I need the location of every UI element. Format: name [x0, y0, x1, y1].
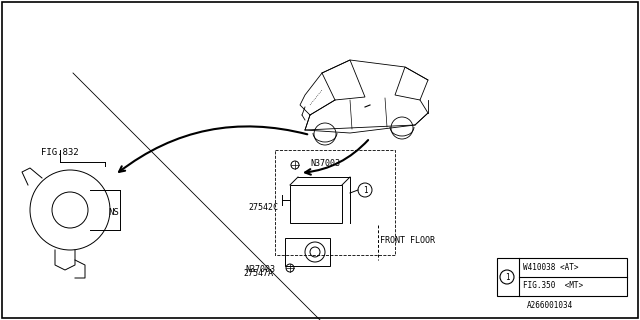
Text: 1: 1 — [363, 186, 367, 195]
Text: 27547A: 27547A — [243, 268, 273, 277]
Text: A266001034: A266001034 — [527, 301, 573, 310]
Text: W410038 <AT>: W410038 <AT> — [523, 263, 579, 273]
Text: NS: NS — [108, 207, 119, 217]
Text: FRONT FLOOR: FRONT FLOOR — [380, 236, 435, 244]
Text: 1: 1 — [505, 273, 509, 282]
Bar — [497, 258, 627, 296]
Bar — [275, 150, 395, 255]
Text: 27542C: 27542C — [248, 203, 278, 212]
Bar — [285, 238, 330, 266]
Text: N37003: N37003 — [310, 158, 340, 167]
Text: FIG.350  <MT>: FIG.350 <MT> — [523, 282, 583, 291]
Text: N37003: N37003 — [245, 266, 275, 275]
Text: FIG.832: FIG.832 — [41, 148, 79, 157]
Bar — [290, 185, 342, 223]
